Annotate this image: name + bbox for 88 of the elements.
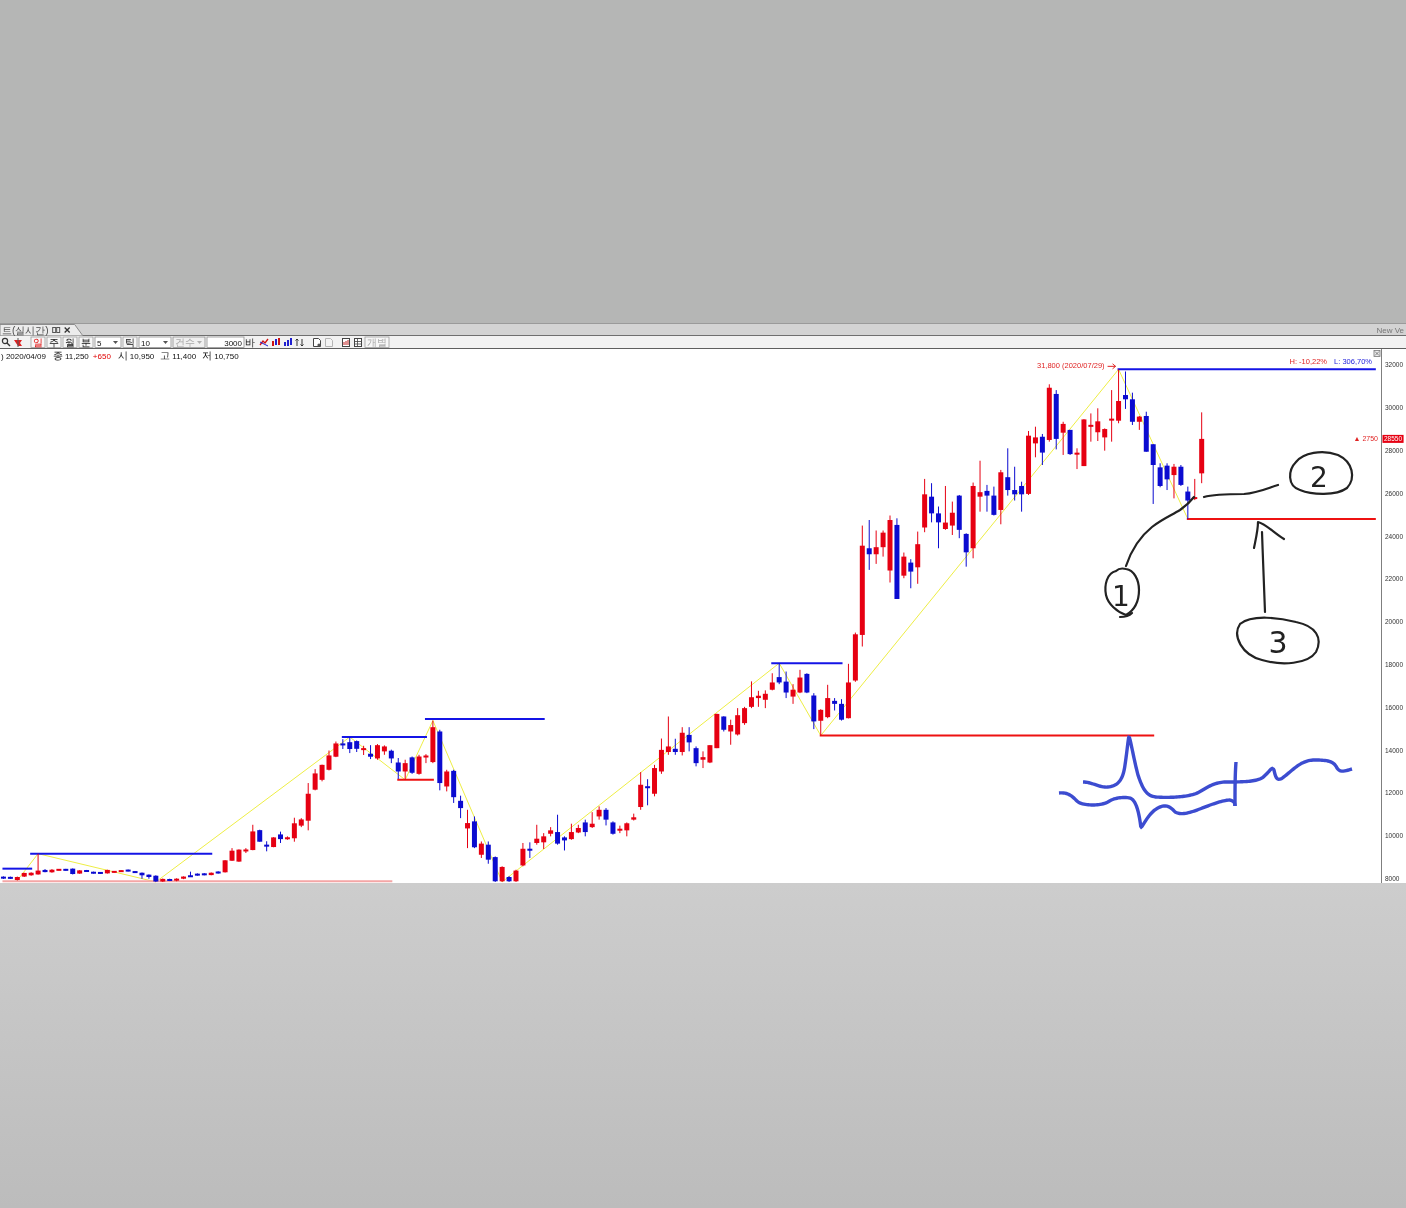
candlestick <box>776 662 782 685</box>
candlestick <box>1109 389 1115 443</box>
candlestick <box>825 684 831 719</box>
candlestick <box>686 726 692 752</box>
candlestick <box>818 708 824 737</box>
candlestick <box>1123 370 1128 410</box>
candlestick <box>693 745 699 767</box>
candlestick <box>1095 407 1101 442</box>
control-btn: 월 <box>62 336 78 348</box>
candlestick <box>1032 426 1038 458</box>
annotation: 11,400 <box>172 351 197 361</box>
candlestick <box>520 842 526 867</box>
candlestick <box>1060 421 1066 456</box>
candlestick <box>929 482 935 523</box>
control-btn: 개별 <box>364 336 390 348</box>
candlestick <box>1171 463 1177 499</box>
candlestick <box>555 814 561 846</box>
annotation: 10,950 <box>129 351 155 361</box>
candlestick <box>839 698 845 722</box>
control-label: 바 <box>245 337 255 348</box>
candlestick <box>1039 433 1045 466</box>
candlestick <box>1102 427 1108 452</box>
candlestick <box>735 707 741 737</box>
annotation: 저 <box>202 349 213 361</box>
annotation: 11,250 <box>64 351 90 361</box>
candlestick <box>458 795 464 819</box>
candlestick <box>243 847 249 854</box>
control-btn: 틱 <box>122 336 138 348</box>
candlestick <box>527 841 533 859</box>
control-combo: 건수 <box>172 336 206 348</box>
annotation: 고 <box>160 349 171 361</box>
candlestick <box>866 519 872 571</box>
candlestick <box>1157 462 1163 488</box>
candlestick <box>596 805 602 821</box>
candlestick <box>617 825 623 834</box>
candlestick <box>908 558 914 589</box>
candlestick <box>534 824 540 846</box>
candlestick <box>991 486 997 517</box>
candlestick <box>291 817 297 843</box>
control-btn: 분 <box>78 336 94 348</box>
candlestick <box>880 530 886 558</box>
candlestick <box>984 484 990 513</box>
candlestick <box>1012 466 1018 502</box>
candlestick <box>963 532 969 568</box>
candlestick <box>935 506 941 549</box>
control-input: 3000 <box>206 336 245 348</box>
candlestick <box>638 771 644 811</box>
candlestick <box>1150 443 1156 505</box>
annotation: 10,750 <box>214 351 240 361</box>
candlestick <box>942 485 948 531</box>
candlestick <box>250 824 256 851</box>
annotation: +650 <box>92 351 112 361</box>
candlestick <box>665 715 671 756</box>
candlestick <box>1178 464 1184 487</box>
annotation: 3 <box>1268 625 1288 660</box>
candlestick <box>1164 462 1170 491</box>
text: 트(실시간) <box>2 324 49 336</box>
candlestick <box>748 680 754 709</box>
candlestick <box>485 840 491 865</box>
candlestick <box>444 769 450 792</box>
annotation: ) 2020/04/09 <box>1 351 47 361</box>
control-btn: 주 <box>46 336 62 348</box>
annotation: 시 <box>117 349 128 361</box>
candlestick <box>915 531 921 585</box>
candlestick <box>658 738 664 775</box>
candlestick <box>679 726 685 756</box>
candlestick <box>873 530 879 565</box>
candlestick <box>465 809 471 849</box>
candlestick <box>901 552 907 579</box>
control-combo: 10 <box>138 336 172 348</box>
candlestick <box>1019 481 1025 513</box>
candlestick <box>402 759 408 781</box>
candlestick <box>977 460 983 513</box>
candlestick <box>645 778 651 806</box>
control-btn: 일 <box>30 336 46 348</box>
candlestick <box>949 501 955 536</box>
annotation: 종 <box>52 349 63 361</box>
candlestick <box>1088 412 1094 443</box>
annotation: 2 <box>1310 461 1328 494</box>
candlestick <box>1185 486 1191 520</box>
candlestick <box>1005 447 1011 497</box>
candlestick <box>1116 368 1122 424</box>
annotation: 1 <box>1112 580 1130 613</box>
text: New Ve <box>1376 325 1405 335</box>
candlestick <box>1129 392 1135 426</box>
control-combo: 5 <box>94 336 122 348</box>
candlestick <box>783 671 789 699</box>
candlestick <box>728 719 734 746</box>
